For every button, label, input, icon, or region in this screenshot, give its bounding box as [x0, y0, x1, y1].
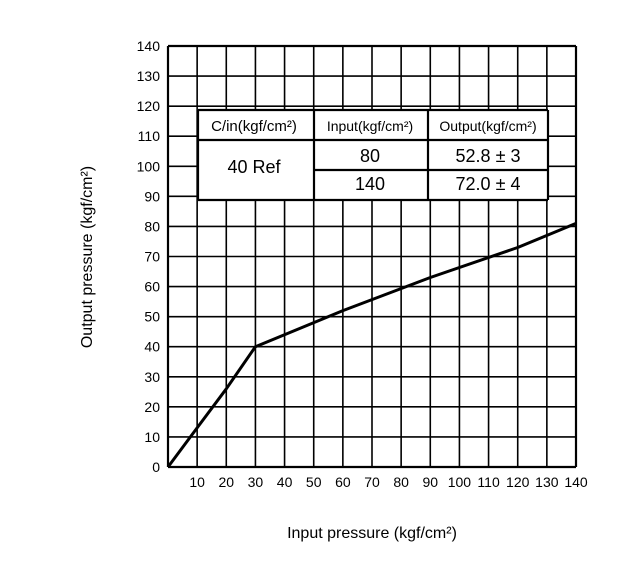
y-tick-label: 0: [152, 459, 160, 475]
reference-table: C/in(kgf/cm²) Input(kgf/cm²) Output(kgf/…: [196, 108, 550, 202]
x-tick-label: 10: [189, 474, 205, 490]
x-tick-label: 120: [506, 474, 530, 490]
table-background: [198, 110, 548, 200]
y-tick-label: 30: [144, 369, 160, 385]
table-row-1-output: 52.8 ± 3: [456, 146, 521, 166]
x-tick-label: 60: [335, 474, 351, 490]
y-tick-label: 60: [144, 279, 160, 295]
x-axis-label: Input pressure (kgf/cm²): [287, 525, 457, 542]
x-tick-label: 30: [248, 474, 264, 490]
x-tick-label: 110: [477, 474, 500, 490]
y-tick-label: 100: [137, 158, 161, 174]
table-row-2-input: 140: [355, 174, 385, 194]
x-tick-label: 70: [364, 474, 380, 490]
x-tick-label: 140: [564, 474, 588, 490]
y-tick-labels: 0 10 20 30 40 50 60 70 80 90 100 110 120 130 140: [137, 38, 161, 475]
y-tick-label: 120: [137, 98, 161, 114]
table-borders: [196, 108, 550, 202]
y-tick-label: 70: [144, 249, 160, 265]
x-tick-label: 90: [422, 474, 438, 490]
y-tick-label: 140: [137, 38, 161, 54]
table-header-output: Output(kgf/cm²): [439, 118, 536, 134]
y-tick-label: 10: [144, 429, 160, 445]
y-axis-label: Output pressure (kgf/cm²): [79, 166, 96, 348]
table-row-2-output: 72.0 ± 4: [456, 174, 521, 194]
table-row-1-input: 80: [360, 146, 380, 166]
table-header-input: Input(kgf/cm²): [327, 118, 413, 134]
y-tick-label: 80: [144, 218, 160, 234]
table-header-cin: C/in(kgf/cm²): [211, 118, 297, 135]
x-tick-label: 80: [393, 474, 409, 490]
x-tick-label: 20: [218, 474, 234, 490]
x-tick-label: 50: [306, 474, 322, 490]
x-tick-label: 40: [277, 474, 293, 490]
y-tick-label: 130: [137, 68, 161, 84]
x-tick-label: 100: [448, 474, 472, 490]
y-tick-label: 110: [138, 128, 161, 144]
output-pressure-line: [166, 222, 577, 468]
y-tick-label: 40: [144, 339, 160, 355]
x-tick-label: 130: [535, 474, 559, 490]
y-tick-label: 20: [144, 399, 160, 415]
y-tick-label: 50: [144, 309, 160, 325]
x-tick-labels: 10 20 30 40 50 60 70 80 90 100 110 120 130 140: [189, 474, 588, 490]
table-ref-label: 40 Ref: [227, 157, 281, 177]
y-tick-label: 90: [144, 188, 160, 204]
